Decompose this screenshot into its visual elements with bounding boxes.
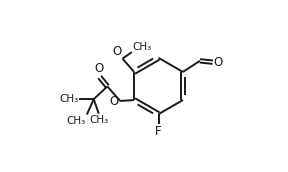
Text: CH₃: CH₃ xyxy=(133,42,152,52)
Text: CH₃: CH₃ xyxy=(67,116,86,126)
Text: O: O xyxy=(109,95,119,108)
Text: CH₃: CH₃ xyxy=(59,94,78,104)
Text: F: F xyxy=(155,125,162,138)
Text: O: O xyxy=(214,56,223,69)
Text: O: O xyxy=(94,62,103,75)
Text: O: O xyxy=(112,45,121,58)
Text: CH₃: CH₃ xyxy=(89,115,108,125)
